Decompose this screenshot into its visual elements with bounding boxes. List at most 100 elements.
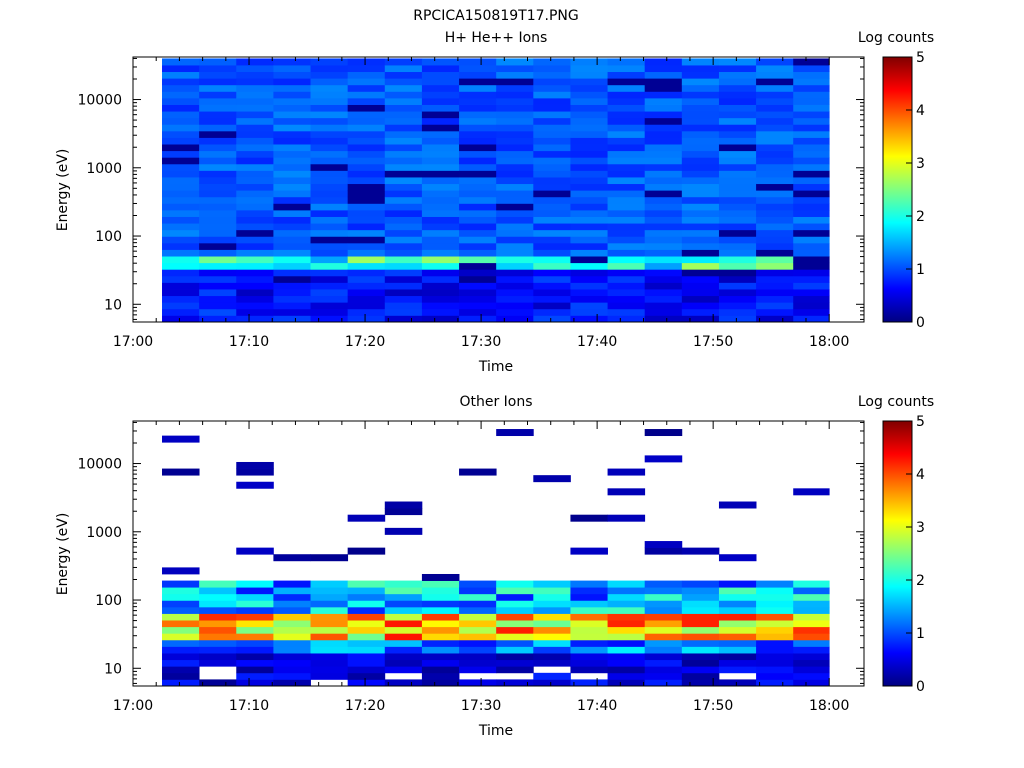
spectrogram-cell <box>236 124 274 132</box>
spectrogram-cell <box>756 249 794 257</box>
spectrogram-cell <box>756 163 794 171</box>
spectrogram-cell <box>533 593 571 601</box>
spectrogram-cell <box>199 606 237 614</box>
spectrogram-cell <box>273 209 311 217</box>
spectrogram-cell <box>310 289 349 297</box>
spectrogram-cell <box>347 600 386 608</box>
spectrogram-cell <box>718 203 757 211</box>
spectrogram-cell <box>533 587 571 595</box>
spectrogram-cell <box>310 58 349 66</box>
spectrogram-cell <box>384 620 423 628</box>
spectrogram-cell <box>496 659 534 667</box>
spectrogram-cell <box>459 626 497 634</box>
spectrogram-cell <box>570 150 608 158</box>
spectrogram-cell <box>347 679 386 687</box>
spectrogram-cell <box>384 124 423 132</box>
colorbar-tick-label: 5 <box>916 414 925 430</box>
spectrogram-cell <box>756 646 794 654</box>
spectrogram-cell <box>570 613 608 621</box>
spectrogram-cell <box>570 65 608 73</box>
spectrogram-cell <box>607 242 646 250</box>
spectrogram-cell <box>718 593 757 601</box>
spectrogram-cell <box>199 653 237 661</box>
spectrogram-cell <box>236 190 274 198</box>
y-axis-label: Energy (eV) <box>55 513 71 596</box>
spectrogram-cell <box>793 183 830 191</box>
spectrogram-cell <box>384 262 423 270</box>
spectrogram-cell <box>681 302 720 310</box>
spectrogram-cell <box>236 183 274 191</box>
spectrogram-cell <box>384 626 423 634</box>
spectrogram-cell <box>199 587 237 595</box>
spectrogram-cell <box>718 295 757 303</box>
spectrogram-cell <box>607 308 646 316</box>
spectrogram-cell <box>681 229 720 237</box>
spectrogram-cell <box>607 289 646 297</box>
spectrogram-cell <box>756 620 794 628</box>
spectrogram-cell <box>199 157 237 165</box>
spectrogram-cell <box>607 203 646 211</box>
y-tick-label: 10000 <box>77 93 122 109</box>
spectrogram-cell <box>718 58 757 66</box>
spectrogram-cell <box>162 150 200 158</box>
spectrogram-cell <box>496 236 534 244</box>
spectrogram-cell <box>607 679 646 687</box>
spectrogram-cell <box>793 97 830 105</box>
spectrogram-cell <box>681 65 720 73</box>
spectrogram-cell <box>347 308 386 316</box>
spectrogram-cell <box>644 659 683 667</box>
spectrogram-cell <box>347 672 386 680</box>
spectrogram-cell <box>607 58 646 66</box>
spectrogram-cell <box>162 157 200 165</box>
spectrogram-cell <box>273 144 311 152</box>
spectrogram-cell <box>570 104 608 112</box>
spectrogram-cell <box>347 256 386 264</box>
spectrogram-cell <box>162 104 200 112</box>
spectrogram-cell <box>199 282 237 290</box>
spectrogram-cell <box>162 613 200 621</box>
colorbar: 0 1 2 3 4 5 <box>882 50 925 331</box>
spectrogram-cell <box>199 679 237 687</box>
spectrogram-cell <box>459 65 497 73</box>
spectrogram-cell <box>607 137 646 145</box>
spectrogram-cell <box>384 150 423 158</box>
spectrogram-cell <box>681 580 720 588</box>
spectrogram-cell <box>496 429 534 437</box>
spectrogram-cell <box>421 613 460 621</box>
spectrogram-cell <box>459 639 497 647</box>
spectrogram-cell <box>644 177 683 185</box>
spectrogram-cell <box>273 163 311 171</box>
spectrogram-cell <box>644 606 683 614</box>
spectrogram-cell <box>607 170 646 178</box>
spectrogram-cell <box>347 242 386 250</box>
spectrogram-cell <box>421 223 460 231</box>
spectrogram-cell <box>236 593 274 601</box>
spectrogram-cell <box>347 547 386 555</box>
spectrogram-cell <box>236 236 274 244</box>
spectrogram-cell <box>421 71 460 79</box>
spectrogram-cell <box>718 606 757 614</box>
spectrogram-cell <box>718 659 757 667</box>
spectrogram-cell <box>793 679 830 687</box>
spectrogram-cell <box>681 547 720 555</box>
spectrogram-cell <box>793 71 830 79</box>
spectrogram-cell <box>793 137 830 145</box>
colorbar-tick-label: 4 <box>916 103 925 119</box>
spectrogram-cell <box>756 613 794 621</box>
spectrogram-cell <box>570 236 608 244</box>
spectrogram-cell <box>681 275 720 283</box>
spectrogram-cell <box>496 256 534 264</box>
spectrogram-cell <box>496 587 534 595</box>
spectrogram-cell <box>533 262 571 270</box>
spectrogram-cell <box>199 170 237 178</box>
spectrogram-cell <box>533 65 571 73</box>
spectrogram-cell <box>162 78 200 86</box>
spectrogram-cell <box>273 282 311 290</box>
spectrogram-cell <box>718 269 757 277</box>
spectrogram-cell <box>421 124 460 132</box>
spectrogram-cell <box>644 587 683 595</box>
spectrogram-cell <box>644 91 683 99</box>
spectrogram-cell <box>384 97 423 105</box>
spectrogram-cell <box>718 71 757 79</box>
spectrogram-cell <box>533 91 571 99</box>
